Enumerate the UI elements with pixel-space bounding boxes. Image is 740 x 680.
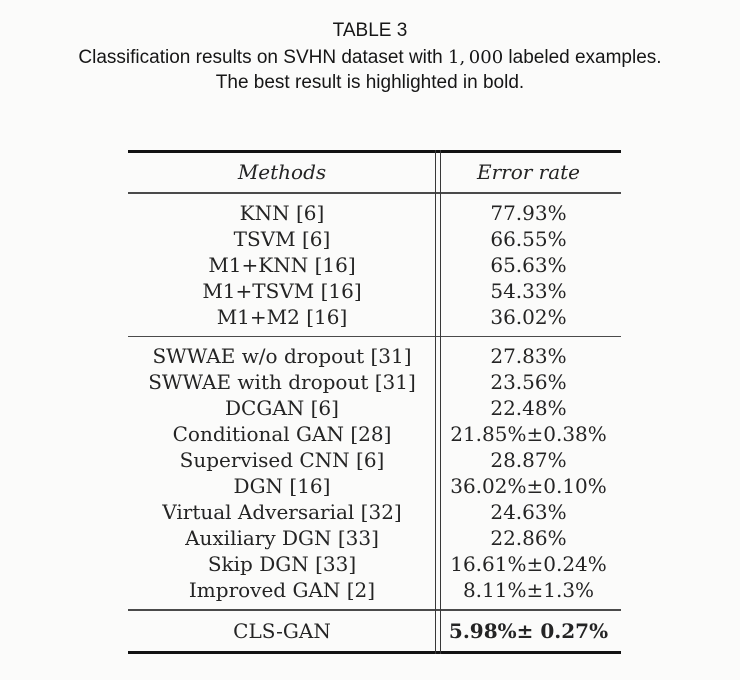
table-row: Virtual Adversarial [32] 24.63% xyxy=(128,499,621,525)
error-value-cell: 54.33% xyxy=(490,278,567,303)
method-cell: Conditional GAN [28] xyxy=(172,422,392,446)
method-cell: M1+TSVM [16] xyxy=(202,278,362,303)
table-row: TSVM [6] 66.55% xyxy=(128,226,621,252)
table-row: M1+KNN [16] 65.63% xyxy=(128,252,621,278)
table-row: M1+TSVM [16] 54.33% xyxy=(128,278,621,304)
error-value-cell: 24.63% xyxy=(490,500,567,524)
method-cell: SWWAE w/o dropout [31] xyxy=(152,344,412,368)
deep-methods-section: SWWAE w/o dropout [31] 27.83% SWWAE with… xyxy=(128,337,621,609)
error-value-cell: 22.48% xyxy=(490,396,567,420)
methods-header: Methods xyxy=(237,160,327,184)
table-row: SWWAE w/o dropout [31] 27.83% xyxy=(128,343,621,369)
error-value-cell: 77.93% xyxy=(490,200,567,225)
section-divider-rule xyxy=(128,335,621,337)
error-value-cell: 16.61%±0.24% xyxy=(450,552,607,576)
table-caption: Classification results on SVHN dataset w… xyxy=(0,46,740,95)
caption-text-prefix: Classification results on SVHN dataset w… xyxy=(78,47,449,68)
method-cell: Virtual Adversarial [32] xyxy=(162,500,402,524)
method-cell: Supervised CNN [6] xyxy=(179,448,385,472)
method-cell: DGN [16] xyxy=(233,474,331,498)
method-cell: DCGAN [6] xyxy=(225,396,339,420)
error-value-cell: 66.55% xyxy=(490,226,567,251)
error-value-cell: 28.87% xyxy=(490,448,567,472)
method-cell: SWWAE with dropout [31] xyxy=(148,370,416,394)
method-cell: Improved GAN [2] xyxy=(188,578,376,602)
method-cell: M1+M2 [16] xyxy=(216,304,348,329)
method-cell: KNN [6] xyxy=(239,200,325,225)
caption-number: 1, 000 xyxy=(448,47,504,68)
table-row: SWWAE with dropout [31] 23.56% xyxy=(128,369,621,395)
error-value-cell: 5.98%± 0.27% xyxy=(448,618,609,643)
top-rule xyxy=(128,150,621,153)
caption-line-2: The best result is highlighted in bold. xyxy=(215,71,525,93)
table-row: Auxiliary DGN [33] 22.86% xyxy=(128,525,621,551)
error-value-cell: 65.63% xyxy=(490,252,567,277)
table-row: DCGAN [6] 22.48% xyxy=(128,395,621,421)
table-row: Skip DGN [33] 16.61%±0.24% xyxy=(128,551,621,577)
methods-header-cell: Methods xyxy=(128,159,436,185)
method-cell: Skip DGN [33] xyxy=(207,552,357,576)
method-cell: Auxiliary DGN [33] xyxy=(185,526,379,550)
method-cell: M1+KNN [16] xyxy=(208,252,356,277)
error-value-cell: 36.02% xyxy=(490,304,567,329)
header-row: Methods Error rate xyxy=(128,153,621,192)
error-rate-header: Error rate xyxy=(476,160,581,184)
error-value-cell: 21.85%±0.38% xyxy=(450,422,607,446)
table-row: Conditional GAN [28] 21.85%±0.38% xyxy=(128,421,621,447)
final-divider-rule xyxy=(128,609,621,611)
error-value-cell: 22.86% xyxy=(490,526,567,550)
error-value-cell: 36.02%±0.10% xyxy=(450,474,607,498)
table-label: TABLE 3 xyxy=(332,20,408,41)
error-value-cell: 23.56% xyxy=(490,370,567,394)
header-divider-rule xyxy=(128,192,621,194)
error-value-cell: 8.11%±1.3% xyxy=(462,578,595,602)
method-cell: CLS-GAN xyxy=(233,618,331,643)
bottom-rule xyxy=(128,650,621,654)
table-row: M1+M2 [16] 36.02% xyxy=(128,304,621,330)
table-row: KNN [6] 77.93% xyxy=(128,200,621,226)
best-result-row: CLS-GAN 5.98%± 0.27% xyxy=(128,611,621,651)
error-value-cell: 27.83% xyxy=(490,344,567,368)
table-row: Supervised CNN [6] 28.87% xyxy=(128,447,621,473)
baseline-methods-section: KNN [6] 77.93% TSVM [6] 66.55% M1+KNN [1… xyxy=(128,194,621,336)
results-table: Methods Error rate KNN [6] 77.93% TSVM [… xyxy=(128,150,621,654)
table-row: DGN [16] 36.02%±0.10% xyxy=(128,473,621,499)
caption-line-1: Classification results on SVHN dataset w… xyxy=(0,46,740,71)
method-cell: TSVM [6] xyxy=(233,226,331,251)
caption-text-suffix: labeled examples. xyxy=(503,47,662,68)
error-rate-header-cell: Error rate xyxy=(436,159,621,185)
table-row: Improved GAN [2] 8.11%±1.3% xyxy=(128,577,621,603)
